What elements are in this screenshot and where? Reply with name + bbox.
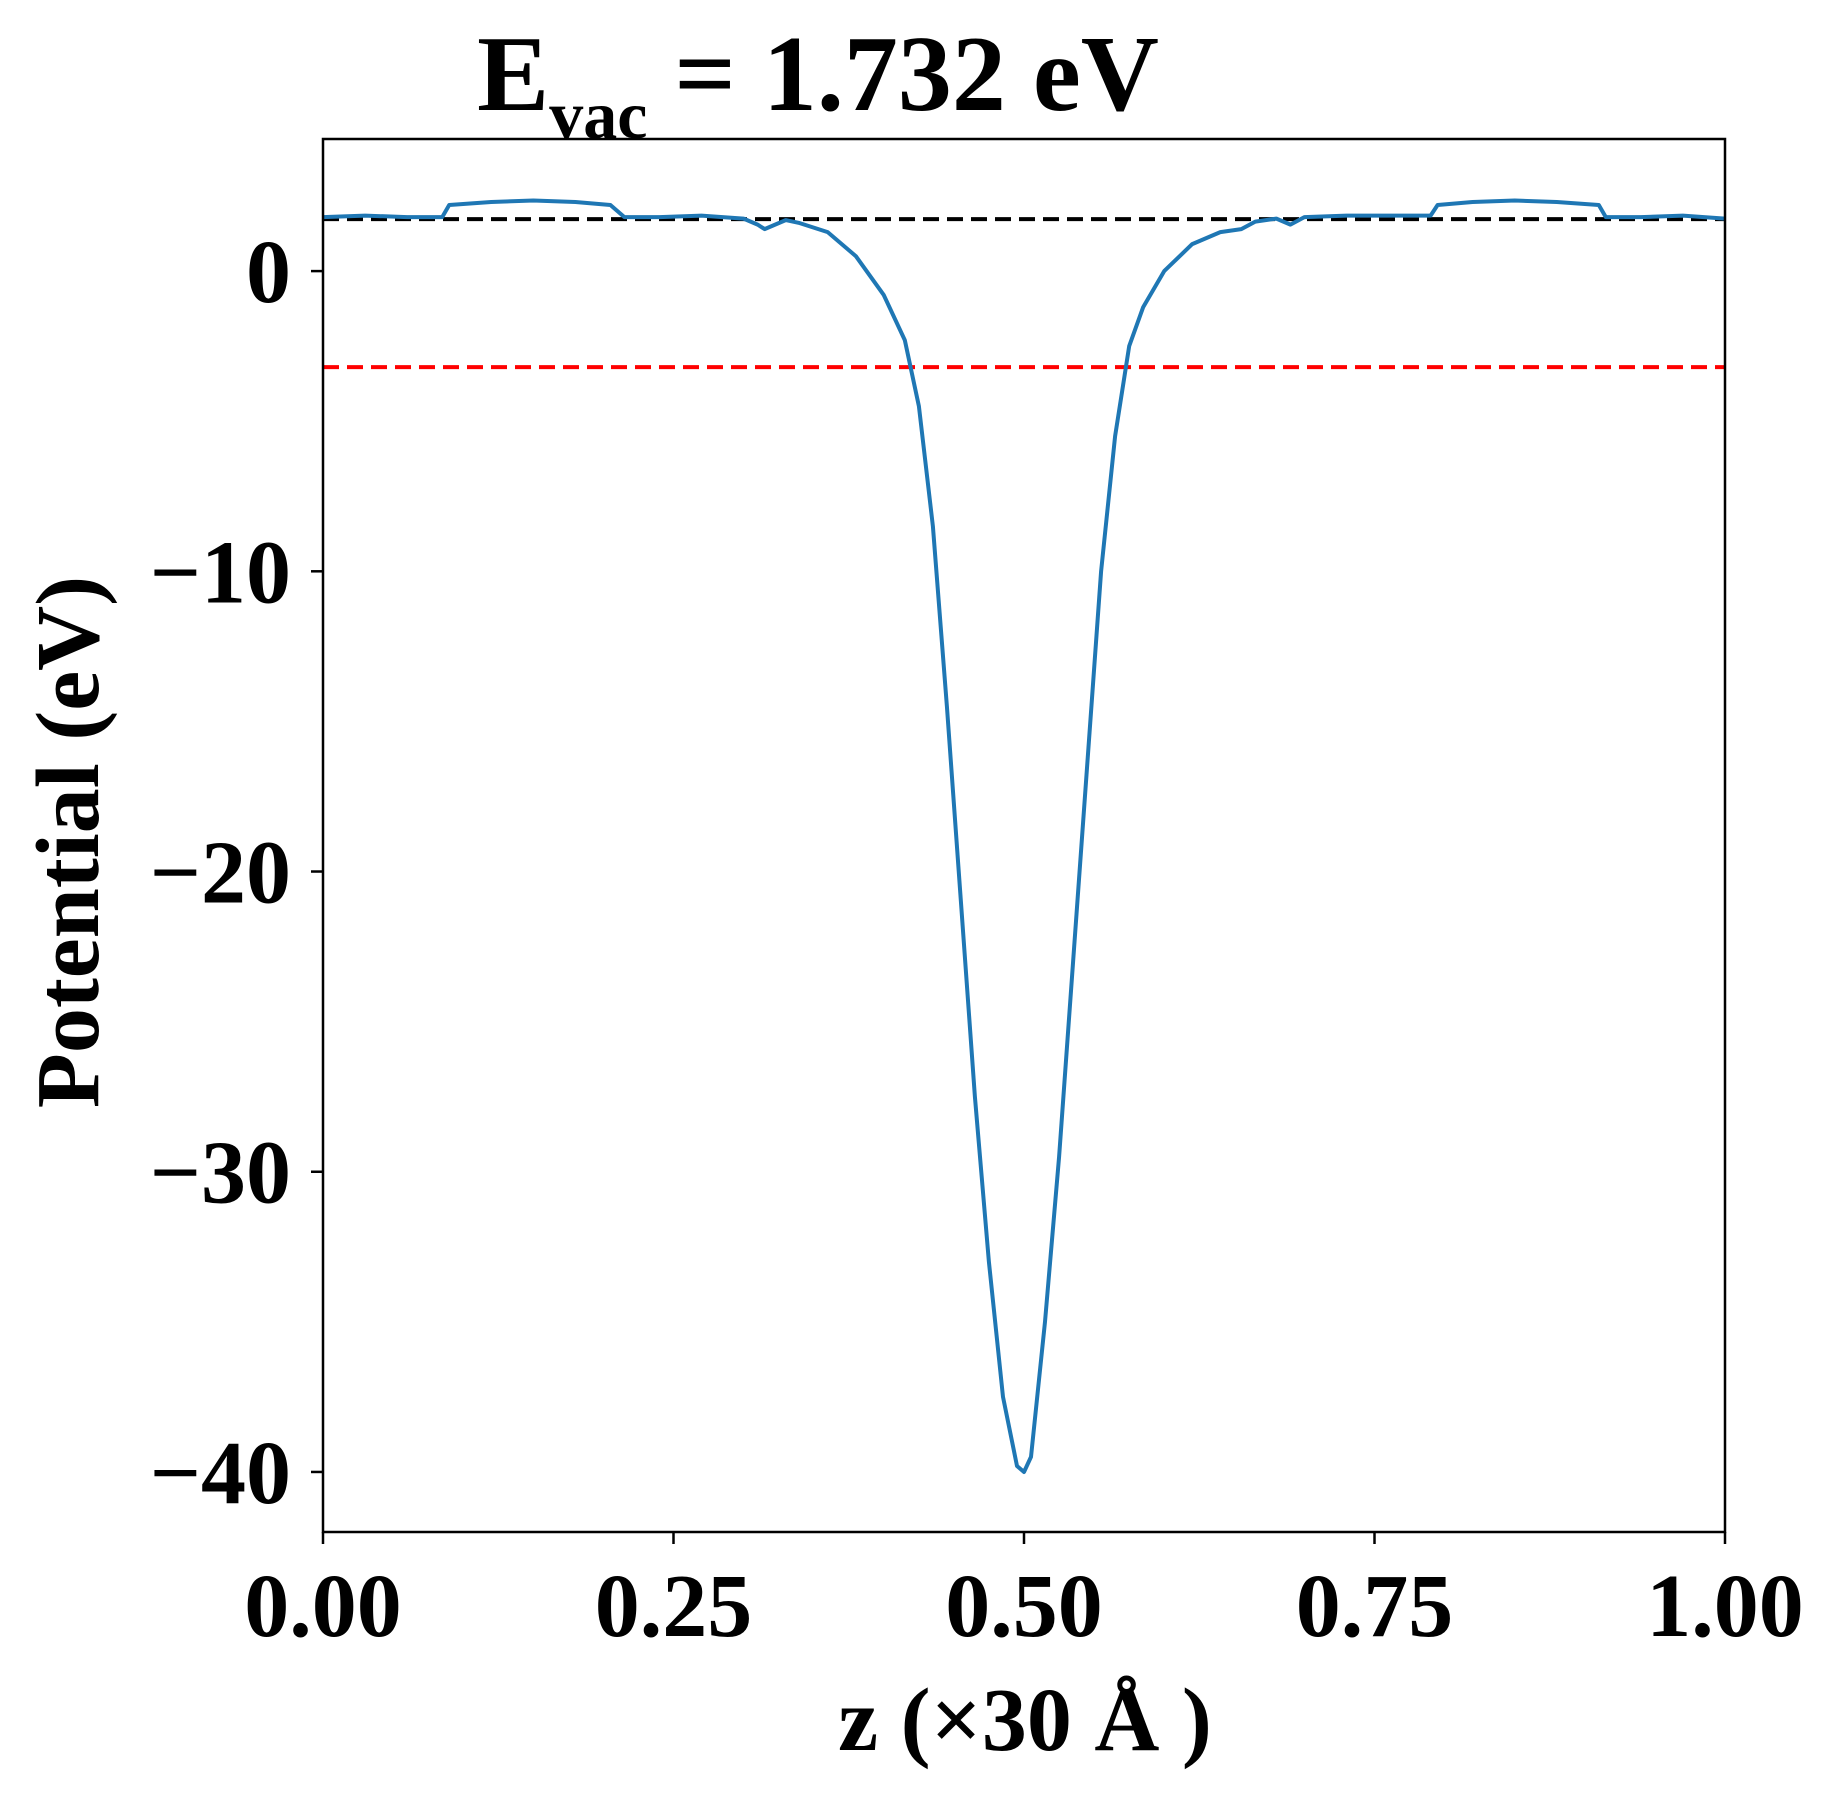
series-line-0 (322, 198, 1726, 1474)
y-axis-label: Potential (eV) (19, 576, 118, 1108)
x-tick-label: 0.75 (1296, 1557, 1454, 1656)
chart-title-main: E (477, 15, 549, 134)
chart-title-rest: = 1.732 eV (647, 15, 1158, 134)
x-tick-label: 0.50 (945, 1557, 1103, 1656)
chart-title: Evac = 1.732 eV (477, 15, 1159, 153)
y-tick-label: 0 (246, 223, 291, 322)
y-tick-label: −30 (150, 1124, 291, 1223)
plot-area: 0.00 0.25 0.50 0.75 1.00 0 −10 −20 −30 −40 (150, 137, 1804, 1656)
chart-title-subscript: vac (549, 77, 647, 153)
x-tick-label: 0.00 (244, 1557, 402, 1656)
x-tick-label: 0.25 (595, 1557, 753, 1656)
x-axis-label: z (×30 Å ) (838, 1671, 1212, 1770)
y-tick-label: −20 (150, 824, 291, 923)
x-tick-label: 1.00 (1646, 1557, 1804, 1656)
y-tick-label: −40 (150, 1424, 291, 1523)
y-tick-label: −10 (150, 523, 291, 622)
